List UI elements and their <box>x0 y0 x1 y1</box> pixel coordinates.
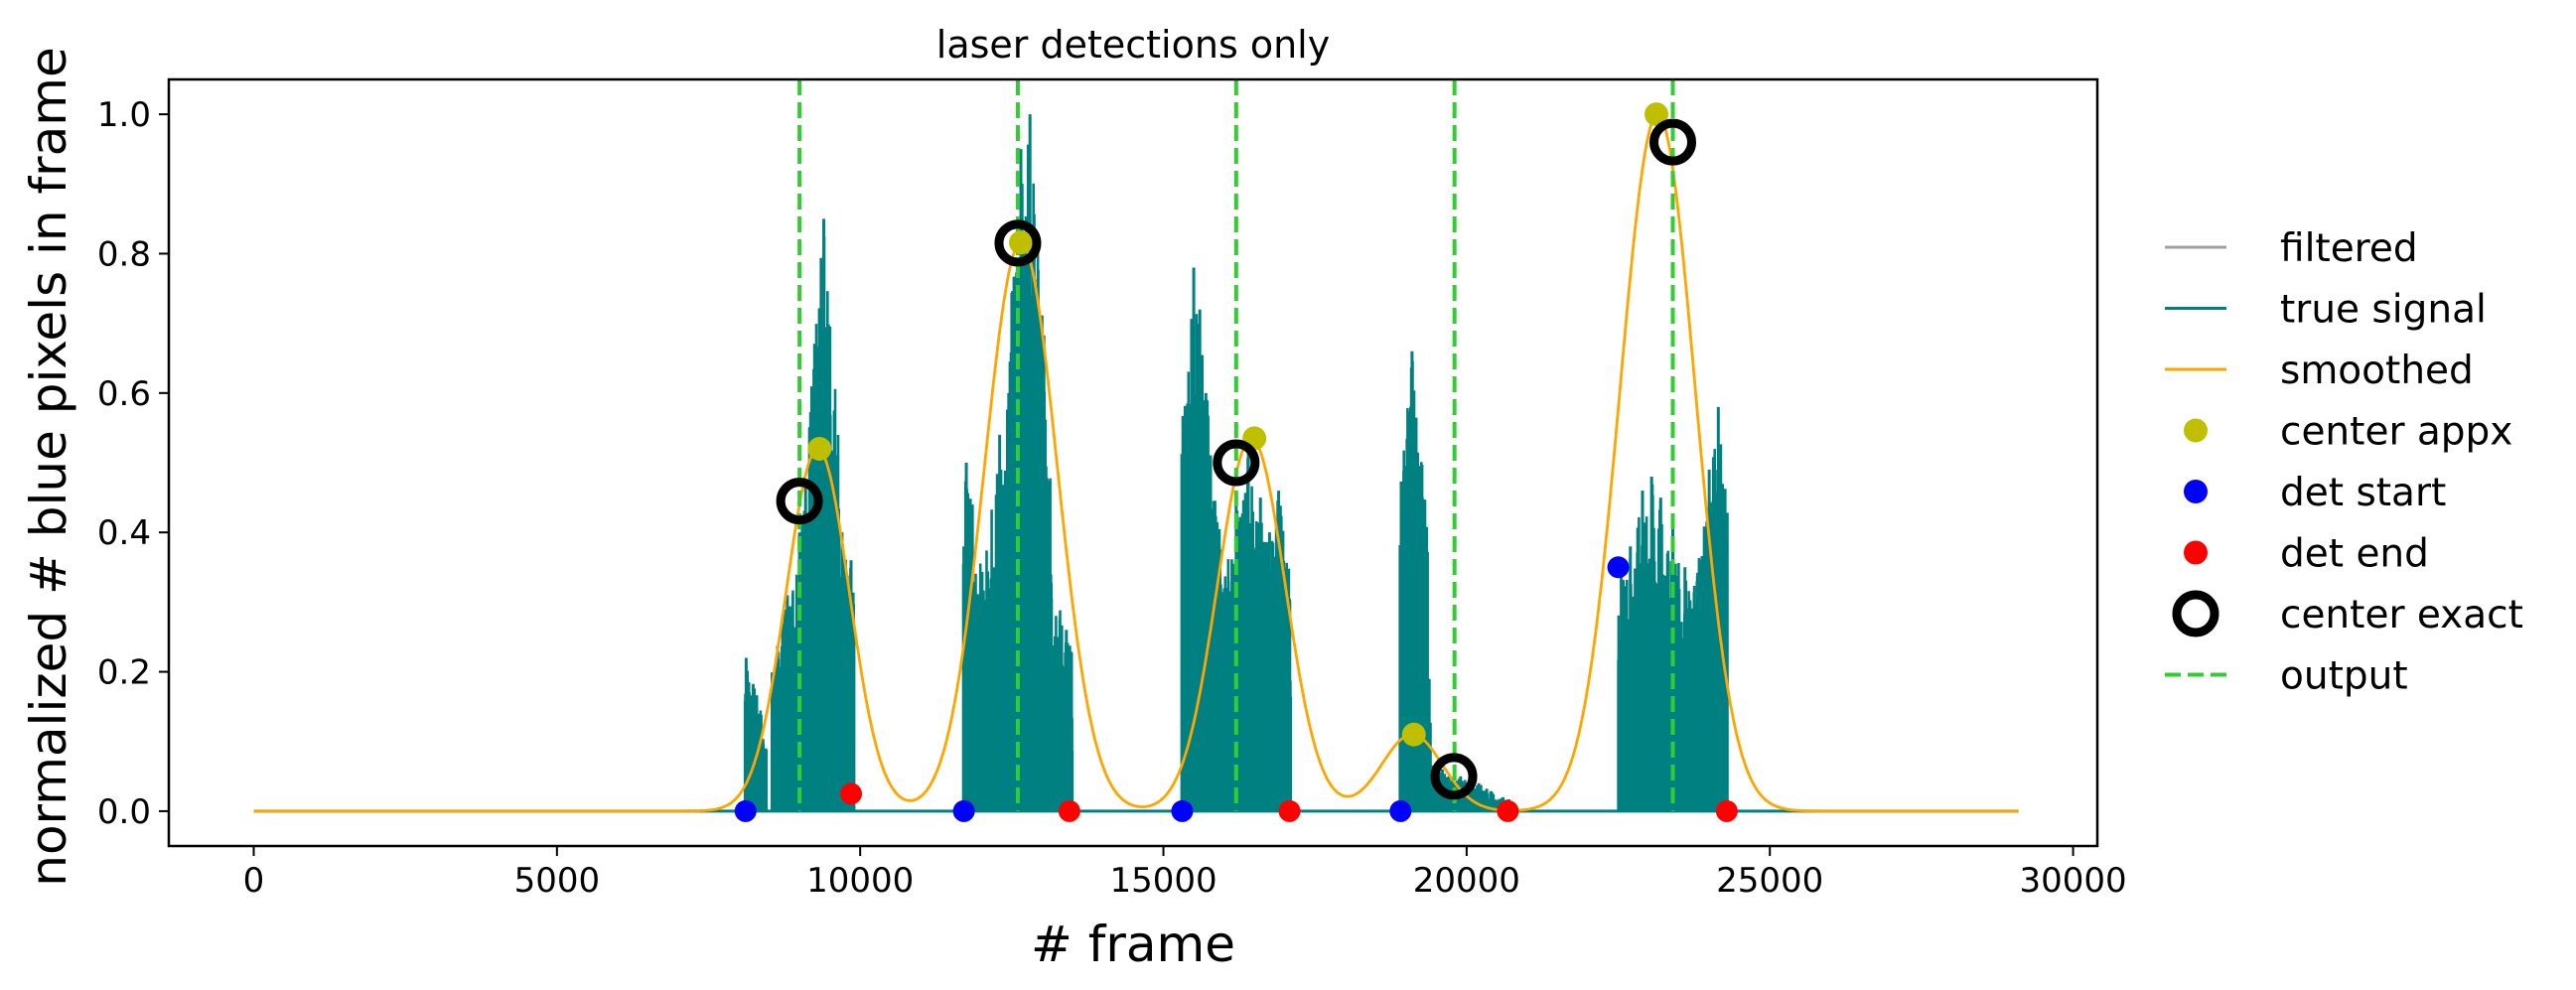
det-start-point <box>1389 799 1412 822</box>
marker-points <box>734 102 1738 822</box>
det-end-point <box>840 782 863 805</box>
x-tick-label: 5000 <box>514 861 601 901</box>
legend-swatch-det-start <box>2184 480 2208 503</box>
legend-swatch-center-appx <box>2184 418 2208 443</box>
x-tick-label: 20000 <box>1413 861 1520 901</box>
plot-frame <box>167 77 2099 848</box>
center-appx-point <box>1645 102 1669 127</box>
true-signal-series <box>253 114 2019 813</box>
det-start-point <box>952 799 975 822</box>
det-end-point <box>1715 799 1738 822</box>
x-tick-label: 0 <box>243 861 265 901</box>
y-tick-label: 0.8 <box>97 234 151 274</box>
det-start-point <box>1171 799 1194 822</box>
smoothed-line <box>253 112 2019 813</box>
x-axis-ticks: 0 5000 10000 15000 20000 25000 30000 <box>243 846 2127 901</box>
legend-label: filtered <box>2280 226 2418 271</box>
chart-title: laser detections only <box>936 23 1330 67</box>
x-axis-label: # frame <box>1031 916 1235 973</box>
center-exact-point <box>1649 118 1697 166</box>
plot-area <box>253 79 2019 822</box>
y-tick-label: 1.0 <box>97 95 151 135</box>
y-tick-label: 0.0 <box>97 792 151 832</box>
det-start-point <box>734 799 757 822</box>
smoothed-series <box>253 112 2019 813</box>
legend-label: smoothed <box>2280 349 2474 393</box>
det-end-point <box>1497 799 1519 822</box>
center-appx-point <box>1401 722 1426 747</box>
legend-label: true signal <box>2280 288 2487 333</box>
center-exact-point <box>1430 753 1478 800</box>
center-exact-point <box>1213 439 1260 487</box>
legend-label: output <box>2280 654 2408 699</box>
legend-swatch-det-end <box>2184 540 2208 565</box>
det-end-point <box>1278 799 1301 822</box>
center-exact-point <box>776 478 823 525</box>
center-appx-point <box>1009 230 1034 255</box>
x-tick-label: 30000 <box>2019 861 2126 901</box>
y-tick-label: 0.2 <box>97 653 151 693</box>
legend-swatch-center-exact <box>2172 590 2219 637</box>
y-axis-ticks: 0.0 0.2 0.4 0.6 0.8 1.0 <box>97 95 169 832</box>
y-axis-label: normalized # blue pixels in frame <box>20 47 77 887</box>
x-tick-label: 15000 <box>1109 861 1216 901</box>
legend-label: det start <box>2280 471 2446 515</box>
legend-label: det end <box>2280 532 2429 577</box>
legend: filtered true signal smoothed center appx de… <box>2165 226 2523 699</box>
x-tick-label: 25000 <box>1716 861 1823 901</box>
legend-label: center exact <box>2280 593 2523 637</box>
x-tick-label: 10000 <box>806 861 914 901</box>
det-end-point <box>1058 799 1080 822</box>
y-tick-label: 0.6 <box>97 374 151 414</box>
center-appx-point <box>807 436 832 461</box>
legend-label: center appx <box>2280 410 2512 455</box>
y-tick-label: 0.4 <box>97 513 151 553</box>
det-start-point <box>1607 556 1630 579</box>
center-exact-point <box>994 219 1042 267</box>
